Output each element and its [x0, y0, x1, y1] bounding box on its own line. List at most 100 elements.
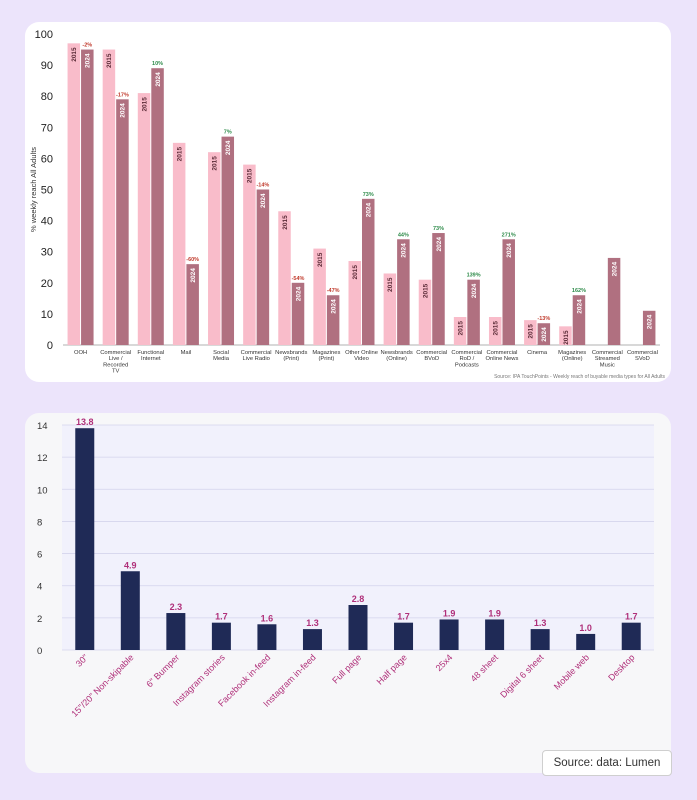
bar-value-label: 2.3: [170, 602, 183, 612]
bar: [394, 622, 414, 650]
y-tick-label: 14: [37, 421, 48, 432]
x-tick-label: Commercial: [592, 350, 623, 356]
x-tick-label: Full page: [330, 652, 363, 685]
bar-label-2024: 2024: [295, 286, 302, 301]
x-tick-label: Cinema: [527, 350, 548, 356]
bar-value-label: 1.3: [306, 618, 319, 628]
x-tick-label: Mail: [181, 350, 192, 356]
bar: [257, 624, 277, 650]
y-tick-label: 12: [37, 453, 48, 464]
change-label: 139%: [467, 273, 481, 279]
bar-2015: [383, 273, 397, 345]
bar-2015: [348, 261, 361, 345]
x-tick-label: Magazines: [558, 350, 586, 356]
x-tick-label: OOH: [74, 350, 87, 356]
bar-2024: [116, 99, 129, 345]
bar-label-2024: 2024: [190, 268, 197, 283]
bar-2024: [291, 282, 305, 345]
x-tick-label: 6" Bumper: [144, 652, 181, 689]
x-tick-label: 48 sheet: [469, 652, 501, 684]
bar-2015: [137, 93, 151, 345]
bar-label-2024: 2024: [611, 262, 618, 277]
bar-2015: [278, 211, 291, 345]
y-tick-label: 0: [47, 340, 53, 352]
y-tick-label: 30: [41, 247, 53, 259]
y-tick-label: 4: [37, 582, 42, 593]
y-tick-label: 40: [41, 216, 53, 228]
x-tick-label: Media: [213, 356, 230, 362]
x-tick-label: Half page: [375, 652, 409, 686]
y-tick-label: 90: [41, 60, 53, 72]
bar: [621, 622, 641, 650]
bar-label-2024: 2024: [436, 237, 443, 252]
x-tick-label: Social: [213, 350, 229, 356]
bar-value-label: 1.7: [397, 612, 410, 622]
bar-label-2015: 2015: [457, 321, 464, 336]
source-note: Source: data: Lumen: [542, 750, 672, 776]
x-tick-label: SVoD: [635, 356, 650, 362]
bar-label-2024: 2024: [541, 327, 548, 342]
x-tick-label: Commercial: [487, 350, 518, 356]
bar-label-2015: 2015: [71, 47, 78, 62]
bar-label-2024: 2024: [471, 283, 478, 298]
x-tick-label: Online News: [486, 356, 519, 362]
x-tick-label: Magazines: [312, 350, 340, 356]
x-tick-label: Commercial: [100, 350, 131, 356]
x-tick-label: Live Radio: [242, 356, 269, 362]
bar-value-label: 1.3: [534, 618, 547, 628]
bar-label-2024: 2024: [85, 53, 92, 68]
bar-value-label: 2.8: [352, 594, 365, 604]
bar: [166, 613, 186, 650]
bar-label-2015: 2015: [212, 156, 219, 171]
x-tick-label: Mobile web: [552, 652, 591, 691]
x-tick-label: Commercial: [451, 350, 482, 356]
change-label: 271%: [502, 232, 516, 238]
bar-label-2015: 2015: [141, 97, 148, 112]
y-tick-label: 80: [41, 91, 53, 103]
change-label: -17%: [116, 92, 129, 98]
y-tick-label: 10: [41, 309, 53, 321]
bar-label-2015: 2015: [176, 146, 183, 161]
x-tick-label: 30": [74, 652, 90, 668]
x-tick-label: Streamed: [595, 356, 620, 362]
bar-2015: [488, 317, 502, 345]
y-tick-label: 50: [41, 185, 53, 197]
bar-2024: [256, 189, 270, 345]
bar-label-2015: 2015: [106, 53, 113, 68]
bar-label-2015: 2015: [563, 330, 570, 345]
bar-label-2024: 2024: [120, 103, 127, 118]
bar-2024: [607, 257, 621, 345]
y-tick-label: 70: [41, 122, 53, 134]
y-tick-label: 2: [37, 614, 42, 625]
bar-2015: [243, 164, 256, 345]
bar-label-2024: 2024: [155, 72, 162, 87]
y-tick-label: 100: [35, 29, 53, 41]
x-tick-label: Functional: [137, 350, 164, 356]
x-tick-label: 25x4: [434, 652, 455, 673]
source-note: Source: IPA TouchPoints - Weekly reach o…: [494, 374, 665, 380]
x-tick-label: Commercial: [241, 350, 272, 356]
bar-2024: [81, 49, 94, 346]
bar: [439, 619, 459, 650]
x-tick-label: Live /: [109, 356, 123, 362]
bar-label-2024: 2024: [225, 140, 232, 155]
x-tick-label: Digital 6 sheet: [498, 652, 546, 700]
change-label: 7%: [224, 130, 232, 136]
bar-label-2015: 2015: [352, 265, 359, 280]
bar: [530, 629, 550, 650]
bar-2015: [67, 43, 81, 345]
bar-label-2024: 2024: [576, 299, 583, 314]
y-tick-label: 8: [37, 517, 42, 528]
x-tick-label: BVoD: [424, 356, 439, 362]
y-tick-label: 6: [37, 550, 42, 561]
y-axis-title: % weekly reach All Adults: [29, 147, 38, 232]
bar-2015: [559, 326, 572, 345]
x-tick-label: TV: [112, 369, 120, 375]
bar-value-label: 1.0: [579, 623, 592, 633]
x-tick-label: Newsbrands: [381, 350, 413, 356]
bar-2024: [572, 295, 586, 345]
bar-2024: [642, 310, 656, 345]
change-label: -14%: [256, 183, 269, 189]
bar-value-label: 13.8: [76, 417, 94, 427]
